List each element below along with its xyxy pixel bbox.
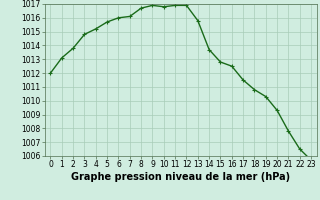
X-axis label: Graphe pression niveau de la mer (hPa): Graphe pression niveau de la mer (hPa): [71, 172, 290, 182]
